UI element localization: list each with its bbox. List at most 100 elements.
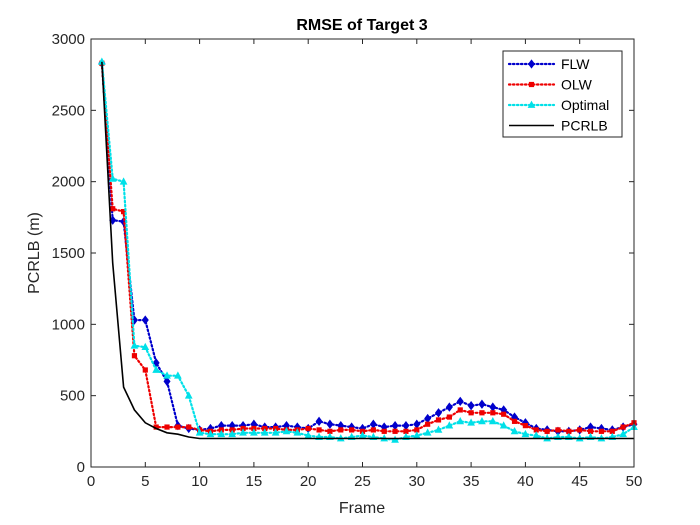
- data-point-olw: [186, 424, 192, 430]
- data-point-flw: [456, 396, 464, 407]
- data-point-optimal: [163, 371, 171, 379]
- data-point-optimal: [108, 174, 117, 182]
- data-point-olw: [425, 421, 431, 427]
- data-point-olw: [490, 410, 496, 416]
- data-point-optimal: [510, 426, 519, 435]
- data-point-olw: [120, 209, 127, 215]
- data-point-optimal: [423, 428, 432, 436]
- series-line-pcrlb: [101, 61, 634, 440]
- y-tick-label: 2500: [52, 102, 85, 119]
- legend-item-flw: FLW: [507, 56, 590, 72]
- data-point-optimal: [174, 371, 182, 379]
- x-tick-label: 40: [517, 473, 534, 490]
- data-point-optimal: [250, 428, 258, 436]
- data-point-olw: [381, 428, 387, 434]
- data-point-optimal: [499, 421, 508, 429]
- data-point-olw: [620, 424, 626, 430]
- data-point-olw: [110, 206, 116, 212]
- ticks-layer: 0 5 10 15 20 25 30 35 40 45 5005001000150020002500…: [52, 31, 643, 490]
- data-point-olw: [446, 414, 452, 420]
- data-point-optimal: [293, 428, 302, 436]
- data-point-olw: [457, 407, 463, 413]
- data-point-olw: [392, 428, 398, 434]
- data-point-olw: [468, 410, 474, 416]
- data-point-olw: [164, 424, 170, 430]
- data-point-olw: [598, 428, 605, 434]
- data-point-optimal: [488, 416, 497, 425]
- data-point-optimal: [260, 428, 269, 436]
- x-tick-label: 0: [87, 473, 95, 490]
- y-tick-label: 2000: [52, 174, 85, 191]
- legend-label-flw: FLW: [561, 56, 590, 72]
- y-tick-label: 3000: [52, 31, 85, 48]
- series-layer: [97, 57, 638, 443]
- legend-item-optimal: Optimal: [507, 97, 609, 113]
- legend-label-pcrlb: PCRLB: [561, 118, 608, 134]
- data-point-optimal: [239, 428, 247, 436]
- x-tick-label: 20: [300, 473, 317, 490]
- y-tick-label: 1000: [52, 316, 85, 333]
- y-axis-label: PCRLB (m): [26, 212, 43, 294]
- data-point-olw: [435, 417, 442, 423]
- data-point-olw: [511, 418, 518, 424]
- data-point-olw: [316, 427, 322, 433]
- data-point-flw: [315, 416, 323, 427]
- data-point-flw: [445, 402, 453, 412]
- data-point-optimal: [130, 341, 139, 349]
- x-tick-label: 5: [141, 473, 149, 490]
- x-tick-label: 25: [354, 473, 371, 490]
- data-point-olw: [131, 353, 138, 359]
- legend-marker-olw: [528, 81, 535, 88]
- x-tick-label: 50: [626, 473, 643, 490]
- data-point-optimal: [521, 429, 530, 438]
- data-point-optimal: [184, 391, 193, 399]
- legend-label-optimal: Optimal: [561, 97, 609, 113]
- data-point-optimal: [206, 429, 215, 438]
- legend-marker-optimal: [527, 100, 536, 108]
- data-point-optimal: [478, 416, 486, 425]
- data-point-olw: [305, 425, 311, 432]
- data-point-flw: [141, 315, 149, 325]
- data-point-olw: [349, 427, 355, 433]
- data-point-optimal: [282, 426, 291, 435]
- data-point-flw: [163, 376, 171, 387]
- data-point-optimal: [195, 428, 204, 436]
- legend-box: [502, 50, 623, 138]
- x-tick-label: 45: [571, 473, 588, 490]
- x-tick-label: 15: [246, 473, 263, 490]
- data-point-optimal: [119, 177, 128, 185]
- data-point-optimal: [467, 418, 475, 426]
- x-tick-label: 30: [408, 473, 425, 490]
- data-point-olw: [175, 424, 181, 430]
- data-point-flw: [467, 400, 475, 411]
- data-point-olw: [544, 428, 550, 434]
- legend-item-olw: OLW: [507, 77, 593, 93]
- y-tick-label: 500: [60, 388, 85, 405]
- data-point-olw: [577, 427, 583, 433]
- x-axis-label: Frame: [339, 500, 385, 517]
- data-point-olw: [370, 427, 376, 433]
- y-tick-label: 1500: [52, 245, 85, 262]
- data-point-olw: [522, 423, 529, 429]
- x-tick-label: 35: [463, 473, 480, 490]
- chart-title: RMSE of Target 3: [296, 17, 427, 34]
- data-point-flw: [478, 399, 486, 409]
- y-tick-label: 0: [77, 459, 85, 476]
- series-pcrlb: [101, 61, 634, 440]
- legend-item-pcrlb: PCRLB: [509, 118, 608, 134]
- data-point-optimal: [445, 421, 454, 429]
- legend-marker-flw: [528, 59, 535, 69]
- data-point-optimal: [391, 435, 399, 443]
- data-point-olw: [479, 410, 485, 416]
- data-point-olw: [338, 427, 344, 433]
- data-point-optimal: [152, 365, 161, 373]
- data-point-optimal: [434, 425, 443, 433]
- data-point-optimal: [141, 342, 150, 351]
- legend-label-olw: OLW: [561, 77, 593, 93]
- x-tick-label: 10: [191, 473, 208, 490]
- data-point-optimal: [456, 416, 465, 425]
- data-point-optimal: [619, 429, 628, 438]
- data-point-optimal: [271, 428, 280, 436]
- legend: FLW OLW Optimal PCRLB: [502, 50, 623, 138]
